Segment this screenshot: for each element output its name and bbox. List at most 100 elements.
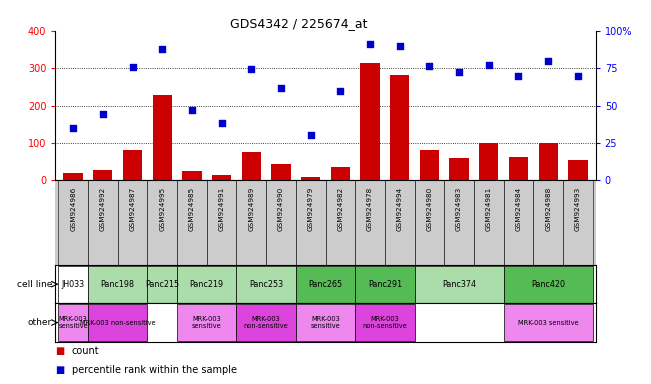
Bar [118,180,147,265]
Text: GSM924987: GSM924987 [130,187,135,232]
Bar [212,175,231,180]
Bar [64,173,83,180]
Text: MRK-003
sensitive: MRK-003 sensitive [59,316,88,329]
Text: MRK-003 sensitive: MRK-003 sensitive [518,319,579,326]
Bar [242,152,261,180]
Bar [207,180,236,265]
Text: MRK-003 non-sensitive: MRK-003 non-sensitive [80,319,156,326]
Point [305,132,316,138]
Bar [420,150,439,180]
Text: percentile rank within the sample: percentile rank within the sample [72,365,236,375]
Text: GSM924995: GSM924995 [159,187,165,232]
Text: GSM924983: GSM924983 [456,187,462,232]
Text: count: count [72,346,99,356]
Bar [177,304,236,341]
Text: GSM924984: GSM924984 [516,187,521,232]
Bar [568,159,587,180]
Text: MRK-003
sensitive: MRK-003 sensitive [311,316,340,329]
Point [157,46,167,53]
Bar [182,172,202,180]
Point [128,65,138,71]
Bar [88,304,147,341]
Text: Panc219: Panc219 [189,280,224,289]
Point [424,63,435,70]
Bar [88,180,118,265]
Point [98,111,108,117]
Text: ■: ■ [55,365,64,375]
Bar [355,266,415,303]
Text: Panc291: Panc291 [368,280,402,289]
Point [543,58,553,65]
Point [513,73,523,79]
Bar [538,143,558,180]
Text: other: other [28,318,52,327]
Text: GSM924986: GSM924986 [70,187,76,232]
Bar [509,157,528,180]
Bar [415,266,504,303]
Text: Panc198: Panc198 [101,280,135,289]
Text: GSM924994: GSM924994 [396,187,403,232]
Point [395,43,405,50]
Bar [177,180,207,265]
Text: MRK-003
sensitive: MRK-003 sensitive [192,316,221,329]
Bar [355,180,385,265]
Bar [331,167,350,180]
Bar [271,164,290,180]
Text: MRK-003
non-sensitive: MRK-003 non-sensitive [243,316,288,329]
Bar [236,180,266,265]
Bar [444,180,474,265]
Text: JH033: JH033 [62,280,85,289]
Text: GSM924993: GSM924993 [575,187,581,232]
Text: MRK-003
non-sensitive: MRK-003 non-sensitive [363,316,408,329]
Bar [563,180,592,265]
Point [68,125,78,131]
Bar [326,180,355,265]
Text: Panc420: Panc420 [531,280,565,289]
Point [484,62,494,68]
Bar [123,150,142,180]
Bar [361,63,380,180]
Text: GSM924989: GSM924989 [248,187,255,232]
Bar [449,158,469,180]
Text: Panc253: Panc253 [249,280,283,289]
Point [187,107,197,113]
Bar [88,266,147,303]
Bar [59,304,88,341]
Bar [236,266,296,303]
Point [365,41,375,47]
Text: GSM924991: GSM924991 [219,187,225,232]
Bar [93,170,113,180]
Bar [59,180,88,265]
Bar [296,180,326,265]
Text: GSM924988: GSM924988 [545,187,551,232]
Bar [504,304,592,341]
Bar [474,180,504,265]
Bar [385,180,415,265]
Text: GSM924992: GSM924992 [100,187,106,232]
Text: GSM924990: GSM924990 [278,187,284,232]
Text: ■: ■ [55,346,64,356]
Point [216,120,227,126]
Bar [266,180,296,265]
Bar [504,180,533,265]
Point [454,69,464,75]
Bar [147,266,177,303]
Bar [59,266,88,303]
Bar [355,304,415,341]
Bar [479,143,499,180]
Bar [504,266,592,303]
Bar [152,95,172,180]
Bar [296,266,355,303]
Text: GSM924979: GSM924979 [308,187,314,232]
Bar [415,180,444,265]
Bar [390,75,409,180]
Text: GSM924978: GSM924978 [367,187,373,232]
Text: cell line: cell line [17,280,52,289]
Bar [147,180,177,265]
Bar [533,180,563,265]
Text: GSM924982: GSM924982 [337,187,343,232]
Point [335,88,346,94]
Bar [301,177,320,180]
Title: GDS4342 / 225674_at: GDS4342 / 225674_at [230,17,367,30]
Text: Panc374: Panc374 [442,280,476,289]
